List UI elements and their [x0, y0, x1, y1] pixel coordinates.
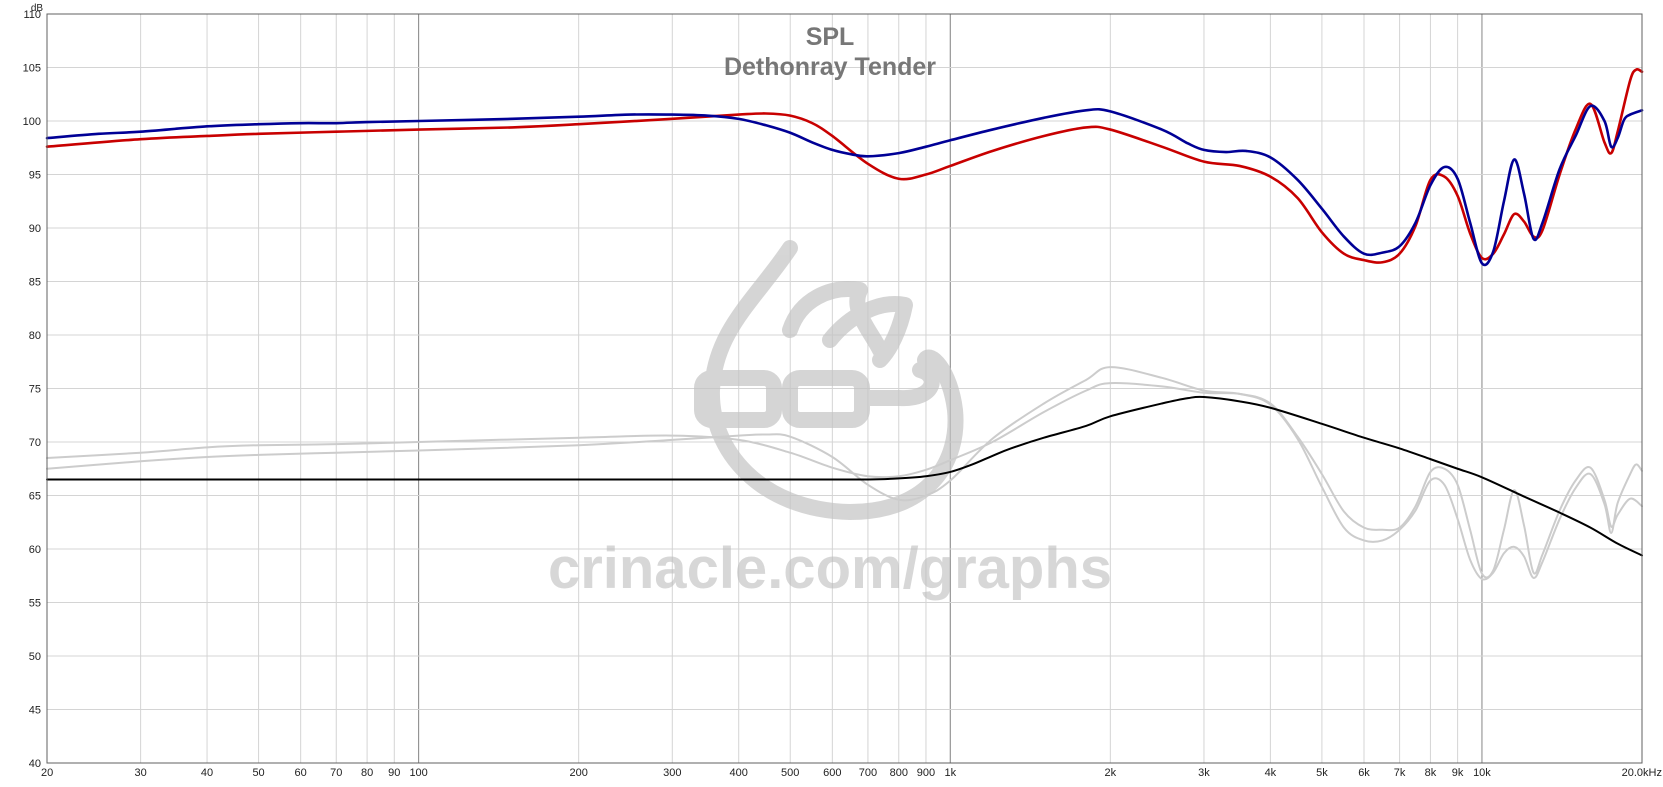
x-tick-label: 8k — [1425, 767, 1437, 779]
x-tick-label: 500 — [781, 767, 799, 779]
y-tick-label: 40 — [29, 758, 41, 770]
y-tick-label: 95 — [29, 170, 41, 182]
x-tick-label: 40 — [201, 767, 213, 779]
x-tick-label: 700 — [859, 767, 877, 779]
y-tick-label: 90 — [29, 223, 41, 235]
watermark-logo — [694, 240, 964, 520]
x-tick-label: 800 — [890, 767, 908, 779]
y-tick-label: 80 — [29, 330, 41, 342]
x-tick-label: 20 — [41, 767, 53, 779]
x-tick-label: 5k — [1316, 767, 1328, 779]
series-line-0 — [45, 104, 1644, 267]
chart-subtitle: Dethonray Tender — [724, 53, 936, 81]
axis-labels: 40 45 50 55 60 65 70 75 80 85 90 95 100 105 110 20 30 40 5… — [23, 9, 1662, 779]
y-tick-label: 70 — [29, 437, 41, 449]
y-tick-label: 60 — [29, 544, 41, 556]
x-tick-label: 400 — [730, 767, 748, 779]
watermark-text: crinacle.com/graphs — [548, 536, 1112, 601]
y-tick-label: 75 — [29, 384, 41, 396]
x-tick-label: 900 — [917, 767, 935, 779]
x-tick-label: 30 — [134, 767, 146, 779]
y-tick-label: 85 — [29, 277, 41, 289]
x-tick-label: 60 — [295, 767, 307, 779]
x-tick-label: 10k — [1473, 767, 1491, 779]
y-tick-label: 55 — [29, 598, 41, 610]
chart-title: SPL — [806, 23, 855, 51]
watermark: crinacle.com/graphs — [548, 240, 1112, 601]
x-tick-label: 90 — [388, 767, 400, 779]
y-tick-label: 50 — [29, 651, 41, 663]
y-tick-label: 110 — [23, 9, 41, 21]
x-tick-label: 7k — [1394, 767, 1406, 779]
series-layer — [45, 68, 1644, 581]
x-tick-label: 300 — [663, 767, 681, 779]
x-tick-label: 20.0kHz — [1622, 767, 1662, 779]
series-line-3 — [46, 382, 1643, 579]
x-tick-label: 3k — [1198, 767, 1210, 779]
y-tick-label: 45 — [29, 705, 41, 717]
x-tick-label: 80 — [361, 767, 373, 779]
y-axis-unit-label: dB — [31, 3, 44, 14]
plot-frame — [46, 13, 1643, 764]
series-line-2 — [46, 395, 1643, 557]
y-tick-label: 100 — [23, 116, 41, 128]
series-line-1 — [45, 68, 1644, 264]
x-tick-label: 100 — [409, 767, 427, 779]
x-tick-label: 1k — [944, 767, 956, 779]
x-tick-label: 50 — [252, 767, 264, 779]
x-tick-label: 6k — [1358, 767, 1370, 779]
x-tick-label: 600 — [823, 767, 841, 779]
x-tick-label: 2k — [1105, 767, 1117, 779]
x-tick-label: 200 — [569, 767, 587, 779]
y-tick-label: 105 — [23, 63, 41, 75]
x-tick-label: 70 — [330, 767, 342, 779]
x-tick-label: 9k — [1452, 767, 1464, 779]
x-tick-label: 4k — [1265, 767, 1277, 779]
series-line-4 — [46, 366, 1643, 581]
y-tick-label: 65 — [29, 491, 41, 503]
